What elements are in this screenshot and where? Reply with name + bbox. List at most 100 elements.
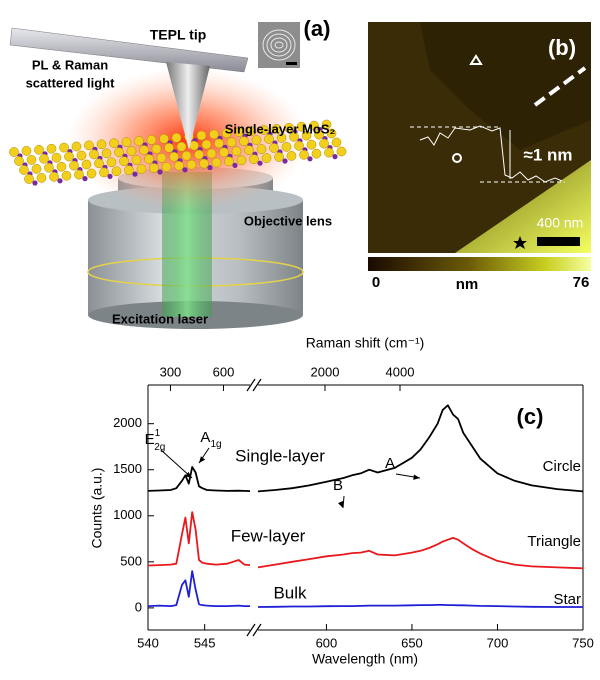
sulfur-atom [39, 154, 48, 163]
sulfur-atom [337, 147, 346, 156]
sulfur-atom [312, 149, 321, 158]
sulfur-atom [27, 155, 36, 164]
sulfur-atom [37, 173, 46, 182]
sulfur-atom [182, 151, 191, 160]
y-tick-label: 1500 [113, 461, 142, 476]
mo-atom [57, 178, 62, 183]
arrow-head [199, 456, 205, 463]
peak-label: B [333, 477, 343, 494]
sulfur-atom [269, 143, 278, 152]
panel-label: (c) [517, 404, 544, 429]
mo-atom [107, 174, 112, 179]
sulfur-atom [294, 141, 303, 150]
mo-atom [257, 161, 262, 166]
peak-superscript: 1 [155, 428, 161, 439]
x2-tick-label: 300 [160, 364, 182, 379]
sulfur-atom [64, 152, 73, 161]
sulfur-atom [249, 155, 258, 164]
mo-atom [32, 180, 37, 185]
sulfur-atom [224, 157, 233, 166]
sulfur-atom [169, 152, 178, 161]
sulfur-atom [124, 166, 133, 175]
sulfur-atom [139, 145, 148, 154]
sulfur-atom [162, 162, 171, 171]
x2-tick-label: 2000 [311, 364, 340, 379]
sem-scale-bar [286, 62, 297, 65]
x2-axis-label: Raman shift (cm⁻¹) [306, 335, 425, 351]
sulfur-atom [232, 147, 241, 156]
objective-label: Objective lens [244, 213, 332, 228]
x-tick-label: 700 [487, 635, 509, 650]
sulfur-atom [132, 156, 141, 165]
sulfur-atom [257, 145, 266, 154]
sulfur-atom [157, 153, 166, 162]
series-label: Few-layer [231, 526, 306, 545]
sulfur-atom [87, 169, 96, 178]
sulfur-atom [74, 170, 83, 179]
scale-label: 400 nm [537, 215, 584, 231]
sulfur-atom [299, 150, 308, 159]
light-label: PL & Raman [32, 57, 108, 72]
x-tick-label: 540 [137, 635, 159, 650]
sulfur-atom [77, 151, 86, 160]
scale-bar [537, 237, 580, 246]
sulfur-atom [137, 165, 146, 174]
panel-label: (a) [304, 16, 331, 41]
sulfur-atom [84, 141, 93, 150]
x-tick-label: 600 [316, 635, 338, 650]
peak-label: A1g [200, 429, 221, 450]
sulfur-atom [109, 139, 118, 148]
x-tick-label: 545 [194, 635, 216, 650]
sulfur-atom [164, 143, 173, 152]
sulfur-atom [262, 154, 271, 163]
sulfur-atom [102, 149, 111, 158]
sulfur-atom [69, 161, 78, 170]
mo-atom [132, 172, 137, 177]
peak-label: A [385, 455, 395, 472]
sulfur-atom [144, 154, 153, 163]
arrow-head [338, 501, 343, 508]
sulfur-atom [62, 171, 71, 180]
sulfur-atom [324, 148, 333, 157]
sulfur-atom [274, 152, 283, 161]
laser-label: Excitation laser [112, 311, 208, 326]
sulfur-atom [149, 163, 158, 172]
mo-atom [207, 165, 212, 170]
sulfur-atom [172, 133, 181, 142]
sample-label: Single-layer MoS₂ [225, 121, 336, 136]
sulfur-atom [82, 160, 91, 169]
sem-inset [258, 22, 300, 68]
y-tick-label: 1000 [113, 507, 142, 522]
sulfur-atom [59, 143, 68, 152]
y-axis-label: Counts (a.u.) [89, 468, 105, 549]
sulfur-atom [114, 148, 123, 157]
sulfur-atom [107, 158, 116, 167]
sulfur-atom [9, 147, 18, 156]
peak-arrow [343, 496, 344, 508]
sulfur-atom [194, 150, 203, 159]
spectrum [148, 512, 583, 568]
sulfur-atom [14, 156, 23, 165]
sulfur-atom [282, 142, 291, 151]
sulfur-atom [99, 168, 108, 177]
sulfur-atom [227, 138, 236, 147]
x-tick-label: 750 [572, 635, 594, 650]
peak-symbol: B [333, 477, 343, 494]
peak-subscript: 1g [210, 439, 221, 450]
mo-atom [282, 158, 287, 163]
sulfur-atom [214, 139, 223, 148]
mo-atom [307, 156, 312, 161]
sulfur-atom [112, 167, 121, 176]
spectrum [148, 571, 583, 607]
colorbar-tick-label: 0 [372, 274, 380, 291]
sulfur-atom [287, 151, 296, 160]
colorbar [368, 257, 591, 271]
sulfur-atom [147, 135, 156, 144]
x2-tick-label: 4000 [386, 364, 415, 379]
sulfur-atom [49, 172, 58, 181]
colorbar-tick-label: 76 [573, 274, 590, 291]
sulfur-atom [97, 140, 106, 149]
mo-atom [232, 163, 237, 168]
panel-a: TEPL tip (a) PL & Raman scattered light … [9, 16, 346, 329]
sulfur-atom [209, 130, 218, 139]
